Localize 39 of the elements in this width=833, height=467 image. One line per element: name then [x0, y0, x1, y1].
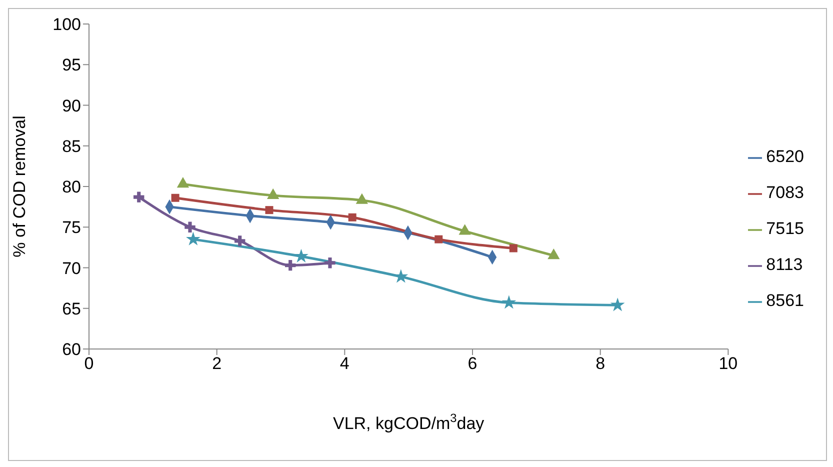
legend-label: 8113: [766, 255, 803, 274]
legend-label: 7083: [766, 183, 804, 202]
y-tick-label: 70: [62, 258, 81, 278]
legend-label: 6520: [766, 147, 804, 166]
y-tick-label: 95: [62, 56, 81, 75]
point: [294, 248, 308, 262]
point: [348, 213, 356, 222]
y-tick-label: 65: [62, 299, 81, 318]
y-tick-label: 85: [62, 136, 81, 156]
point: [324, 258, 336, 268]
x-axis-title: VLR, kgCOD/m$^{3}$day: [332, 411, 485, 433]
point: [184, 222, 196, 232]
x-tick-label: 4: [340, 354, 350, 374]
point: [284, 260, 296, 271]
y-tick-label: 80: [62, 178, 81, 197]
y-tick-label: 100: [52, 15, 81, 34]
x-tick-label: 6: [468, 354, 478, 374]
point: [509, 244, 518, 252]
point: [458, 224, 471, 235]
point: [610, 298, 625, 312]
point: [171, 194, 180, 202]
point: [394, 269, 408, 283]
legend-label: 8561: [766, 291, 804, 310]
point: [502, 295, 516, 309]
x-tick-label: 10: [718, 354, 738, 374]
y-tick-label: 75: [62, 218, 81, 238]
x-tick-label: 0: [84, 354, 94, 374]
point: [548, 248, 560, 260]
point: [186, 232, 200, 246]
point: [265, 206, 274, 214]
point: [434, 235, 443, 244]
point: [234, 236, 246, 246]
y-axis-title: % of COD removal: [10, 116, 30, 258]
point: [133, 192, 144, 202]
x-tick-label: 8: [596, 354, 606, 374]
y-tick-label: 90: [62, 96, 81, 116]
legend-label: 7515: [766, 219, 804, 238]
x-tick-label: 2: [212, 354, 222, 374]
y-tick-label: 60: [62, 340, 81, 360]
